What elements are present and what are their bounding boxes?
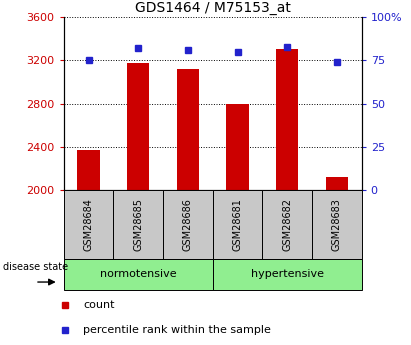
- Bar: [163, 190, 213, 259]
- Bar: [262, 190, 312, 259]
- Text: GSM28682: GSM28682: [282, 198, 292, 251]
- Bar: [113, 190, 163, 259]
- Bar: [213, 259, 362, 290]
- Bar: [64, 259, 213, 290]
- Text: disease state: disease state: [3, 262, 68, 272]
- Title: GDS1464 / M75153_at: GDS1464 / M75153_at: [135, 1, 291, 15]
- Text: GSM28684: GSM28684: [83, 198, 94, 251]
- Bar: [127, 63, 149, 190]
- Text: GSM28686: GSM28686: [183, 198, 193, 251]
- Bar: [276, 49, 298, 190]
- Bar: [77, 150, 100, 190]
- Text: GSM28683: GSM28683: [332, 198, 342, 251]
- Bar: [226, 104, 249, 190]
- Text: hypertensive: hypertensive: [251, 269, 324, 279]
- Bar: [64, 190, 113, 259]
- Text: normotensive: normotensive: [100, 269, 176, 279]
- Bar: [177, 69, 199, 190]
- Text: GSM28685: GSM28685: [133, 198, 143, 251]
- Text: percentile rank within the sample: percentile rank within the sample: [83, 325, 271, 335]
- Bar: [326, 177, 348, 190]
- Bar: [312, 190, 362, 259]
- Text: count: count: [83, 300, 115, 310]
- Text: GSM28681: GSM28681: [233, 198, 242, 251]
- Bar: [213, 190, 262, 259]
